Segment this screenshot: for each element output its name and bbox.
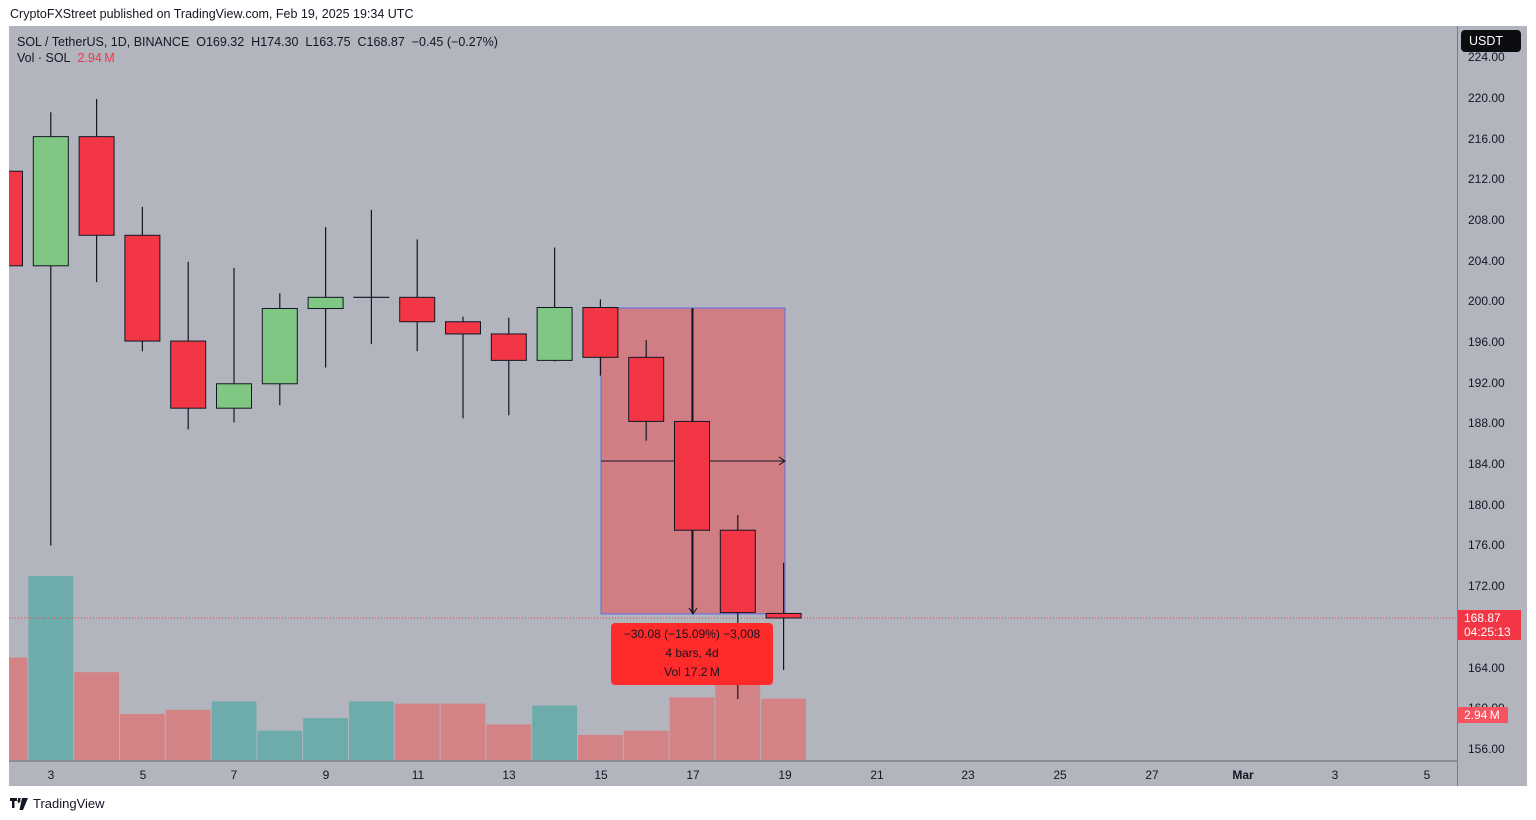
volume-bar [669, 697, 715, 760]
candle-down [674, 420, 710, 531]
bar-countdown: 04:25:13 [1464, 625, 1511, 639]
candle-down [399, 296, 436, 323]
volume-bar [761, 698, 806, 760]
candle-down [628, 356, 665, 422]
volume-value: 2.94 M [77, 51, 115, 65]
time-tick: 25 [1053, 768, 1067, 782]
volume-bar [532, 705, 577, 760]
candle-down [582, 307, 619, 358]
volume-bar [211, 701, 257, 760]
measure-tooltip: −30.08 (−15.09%) −3,008 4 bars, 4d Vol 1… [611, 623, 773, 685]
volume-bar [349, 701, 394, 760]
time-tick: 27 [1145, 768, 1159, 782]
tradingview-logo-icon [10, 797, 28, 810]
time-tick: 15 [594, 768, 608, 782]
time-tick: 23 [961, 768, 975, 782]
last-price-tag: 168.87 04:25:13 [1458, 610, 1521, 640]
volume-label[interactable]: Vol · SOL [17, 51, 71, 65]
volume-bar [120, 714, 165, 760]
time-tick: 21 [870, 768, 884, 782]
measure-bars: 4 bars, 4d [665, 646, 719, 660]
time-tick: 9 [322, 768, 330, 782]
price-tick: 192.00 [1468, 375, 1505, 390]
candle-down [9, 170, 23, 267]
time-tick: 13 [502, 768, 516, 782]
time-axis[interactable]: 3 5 7 9 11 13 15 17 19 21 23 25 27 Mar 3 5 [9, 760, 1457, 788]
volume-bar [28, 576, 74, 760]
candle-down [719, 529, 756, 614]
open-value: O169.32 [196, 35, 245, 49]
price-tick: 176.00 [1468, 538, 1505, 553]
price-tick: 188.00 [1468, 416, 1505, 431]
low-value: L163.75 [305, 35, 351, 49]
price-tick: 172.00 [1468, 579, 1505, 594]
volume-bar [303, 718, 348, 760]
measure-volume: Vol 17.2 M [664, 665, 720, 679]
time-tick: Mar [1232, 768, 1254, 782]
time-tick: 5 [139, 768, 147, 782]
published-caption: CryptoFXStreet published on TradingView.… [10, 7, 414, 21]
price-tick: 216.00 [1468, 131, 1505, 146]
high-value: H174.30 [251, 35, 299, 49]
candle-down [490, 333, 527, 361]
candle-down [124, 234, 161, 342]
ohlc-row: SOL / TetherUS, 1D, BINANCE O169.32 H174… [17, 34, 498, 50]
chart-frame[interactable]: SOL / TetherUS, 1D, BINANCE O169.32 H174… [9, 26, 1527, 786]
volume-bar [165, 709, 211, 760]
price-tick: 180.00 [1468, 497, 1505, 512]
chart-plot-area[interactable]: SOL / TetherUS, 1D, BINANCE O169.32 H174… [9, 26, 1457, 760]
price-tick: 164.00 [1468, 660, 1505, 675]
time-tick: 3 [47, 768, 55, 782]
candle-up [216, 383, 252, 409]
tradingview-label: TradingView [33, 796, 105, 811]
time-tick: 19 [778, 768, 792, 782]
candlestick-chart[interactable] [9, 26, 1457, 760]
volume-row: Vol · SOL 2.94 M [17, 50, 498, 66]
candle-up [261, 308, 298, 385]
volume-tag: 2.94 M [1458, 707, 1508, 723]
price-axis[interactable]: 224.00 220.00 216.00 212.00 208.00 204.00 200.… [1457, 26, 1528, 786]
price-tick: 184.00 [1468, 457, 1505, 472]
time-tick: 3 [1331, 768, 1339, 782]
volume-bar [74, 672, 119, 760]
candle-up [536, 307, 573, 361]
last-price: 168.87 [1464, 611, 1501, 625]
price-tick: 196.00 [1468, 335, 1505, 350]
volume-bar [623, 730, 669, 760]
candle-down [78, 136, 115, 236]
volume-bar [394, 703, 440, 760]
arrow-down-icon [688, 607, 698, 615]
time-tick: 7 [230, 768, 238, 782]
time-tick: 5 [1423, 768, 1431, 782]
volume-bar [9, 657, 28, 760]
candle-up [307, 296, 344, 310]
time-tick: 11 [411, 768, 425, 782]
change-value: −0.45 (−0.27%) [411, 35, 498, 49]
measure-change: −30.08 (−15.09%) −3,008 [623, 627, 761, 641]
arrow-right-icon [778, 456, 786, 466]
price-tick: 208.00 [1468, 213, 1505, 228]
symbol-legend: SOL / TetherUS, 1D, BINANCE O169.32 H174… [17, 34, 498, 66]
volume-bar [257, 730, 303, 760]
price-tick: 156.00 [1468, 741, 1505, 756]
close-value: C168.87 [357, 35, 405, 49]
currency-button[interactable]: USDT [1461, 30, 1521, 52]
price-tick: 200.00 [1468, 294, 1505, 309]
time-tick: 17 [686, 768, 700, 782]
candle-down [765, 612, 802, 619]
candle-down [170, 340, 207, 409]
symbol-title[interactable]: SOL / TetherUS, 1D, BINANCE [17, 35, 190, 49]
volume-bar [486, 724, 532, 760]
price-tick: 204.00 [1468, 253, 1505, 268]
volume-bar [578, 734, 623, 760]
price-tick: 212.00 [1468, 172, 1505, 187]
candle-up [32, 136, 69, 267]
candle-down [445, 321, 481, 335]
tradingview-brand[interactable]: TradingView [10, 796, 105, 811]
volume-bar [440, 703, 486, 760]
price-tick: 224.00 [1468, 50, 1505, 65]
price-tick: 220.00 [1468, 91, 1505, 105]
